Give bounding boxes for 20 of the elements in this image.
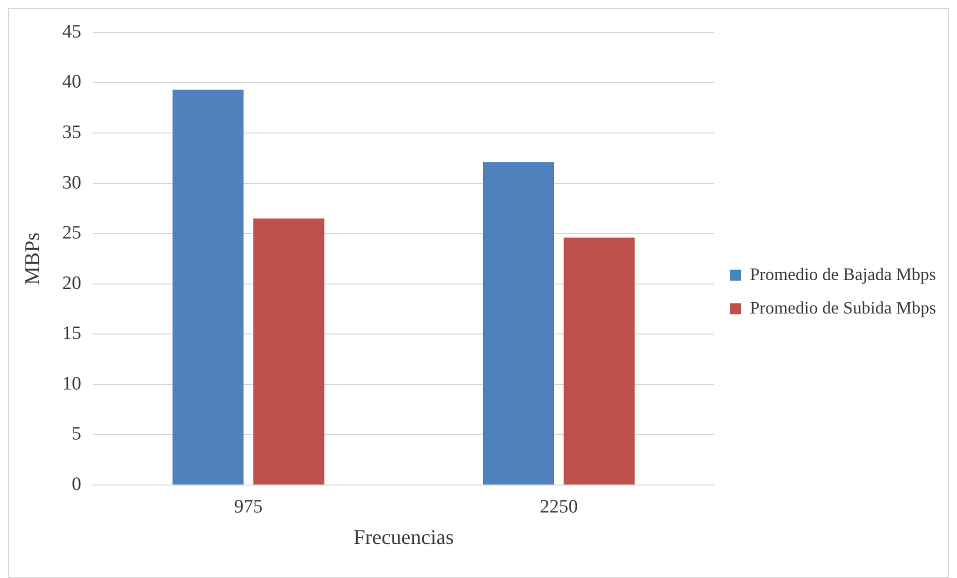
bar xyxy=(172,90,244,484)
y-tick-label: 40 xyxy=(62,72,82,93)
y-tick-label: 10 xyxy=(62,373,82,394)
y-tick-label: 5 xyxy=(72,424,82,445)
bar xyxy=(253,218,324,484)
y-axis-title: MBPs xyxy=(20,232,44,285)
x-axis-title: Frecuencias xyxy=(353,524,454,549)
y-tick-label: 0 xyxy=(72,474,82,495)
y-tick-label: 45 xyxy=(62,21,82,42)
y-tick-label: 30 xyxy=(62,172,82,194)
y-tick-label: 15 xyxy=(62,323,82,344)
y-tick-label: 25 xyxy=(62,222,82,244)
legend-label: Promedio de Subida Mbps xyxy=(750,297,936,318)
bar xyxy=(564,238,635,484)
x-tick-label: 975 xyxy=(234,496,263,518)
x-tick-label: 2250 xyxy=(540,496,578,518)
y-tick-label: 35 xyxy=(62,122,82,143)
bar xyxy=(482,162,554,484)
legend-label: Promedio de Bajada Mbps xyxy=(750,264,936,284)
y-tick-label: 20 xyxy=(62,272,82,294)
